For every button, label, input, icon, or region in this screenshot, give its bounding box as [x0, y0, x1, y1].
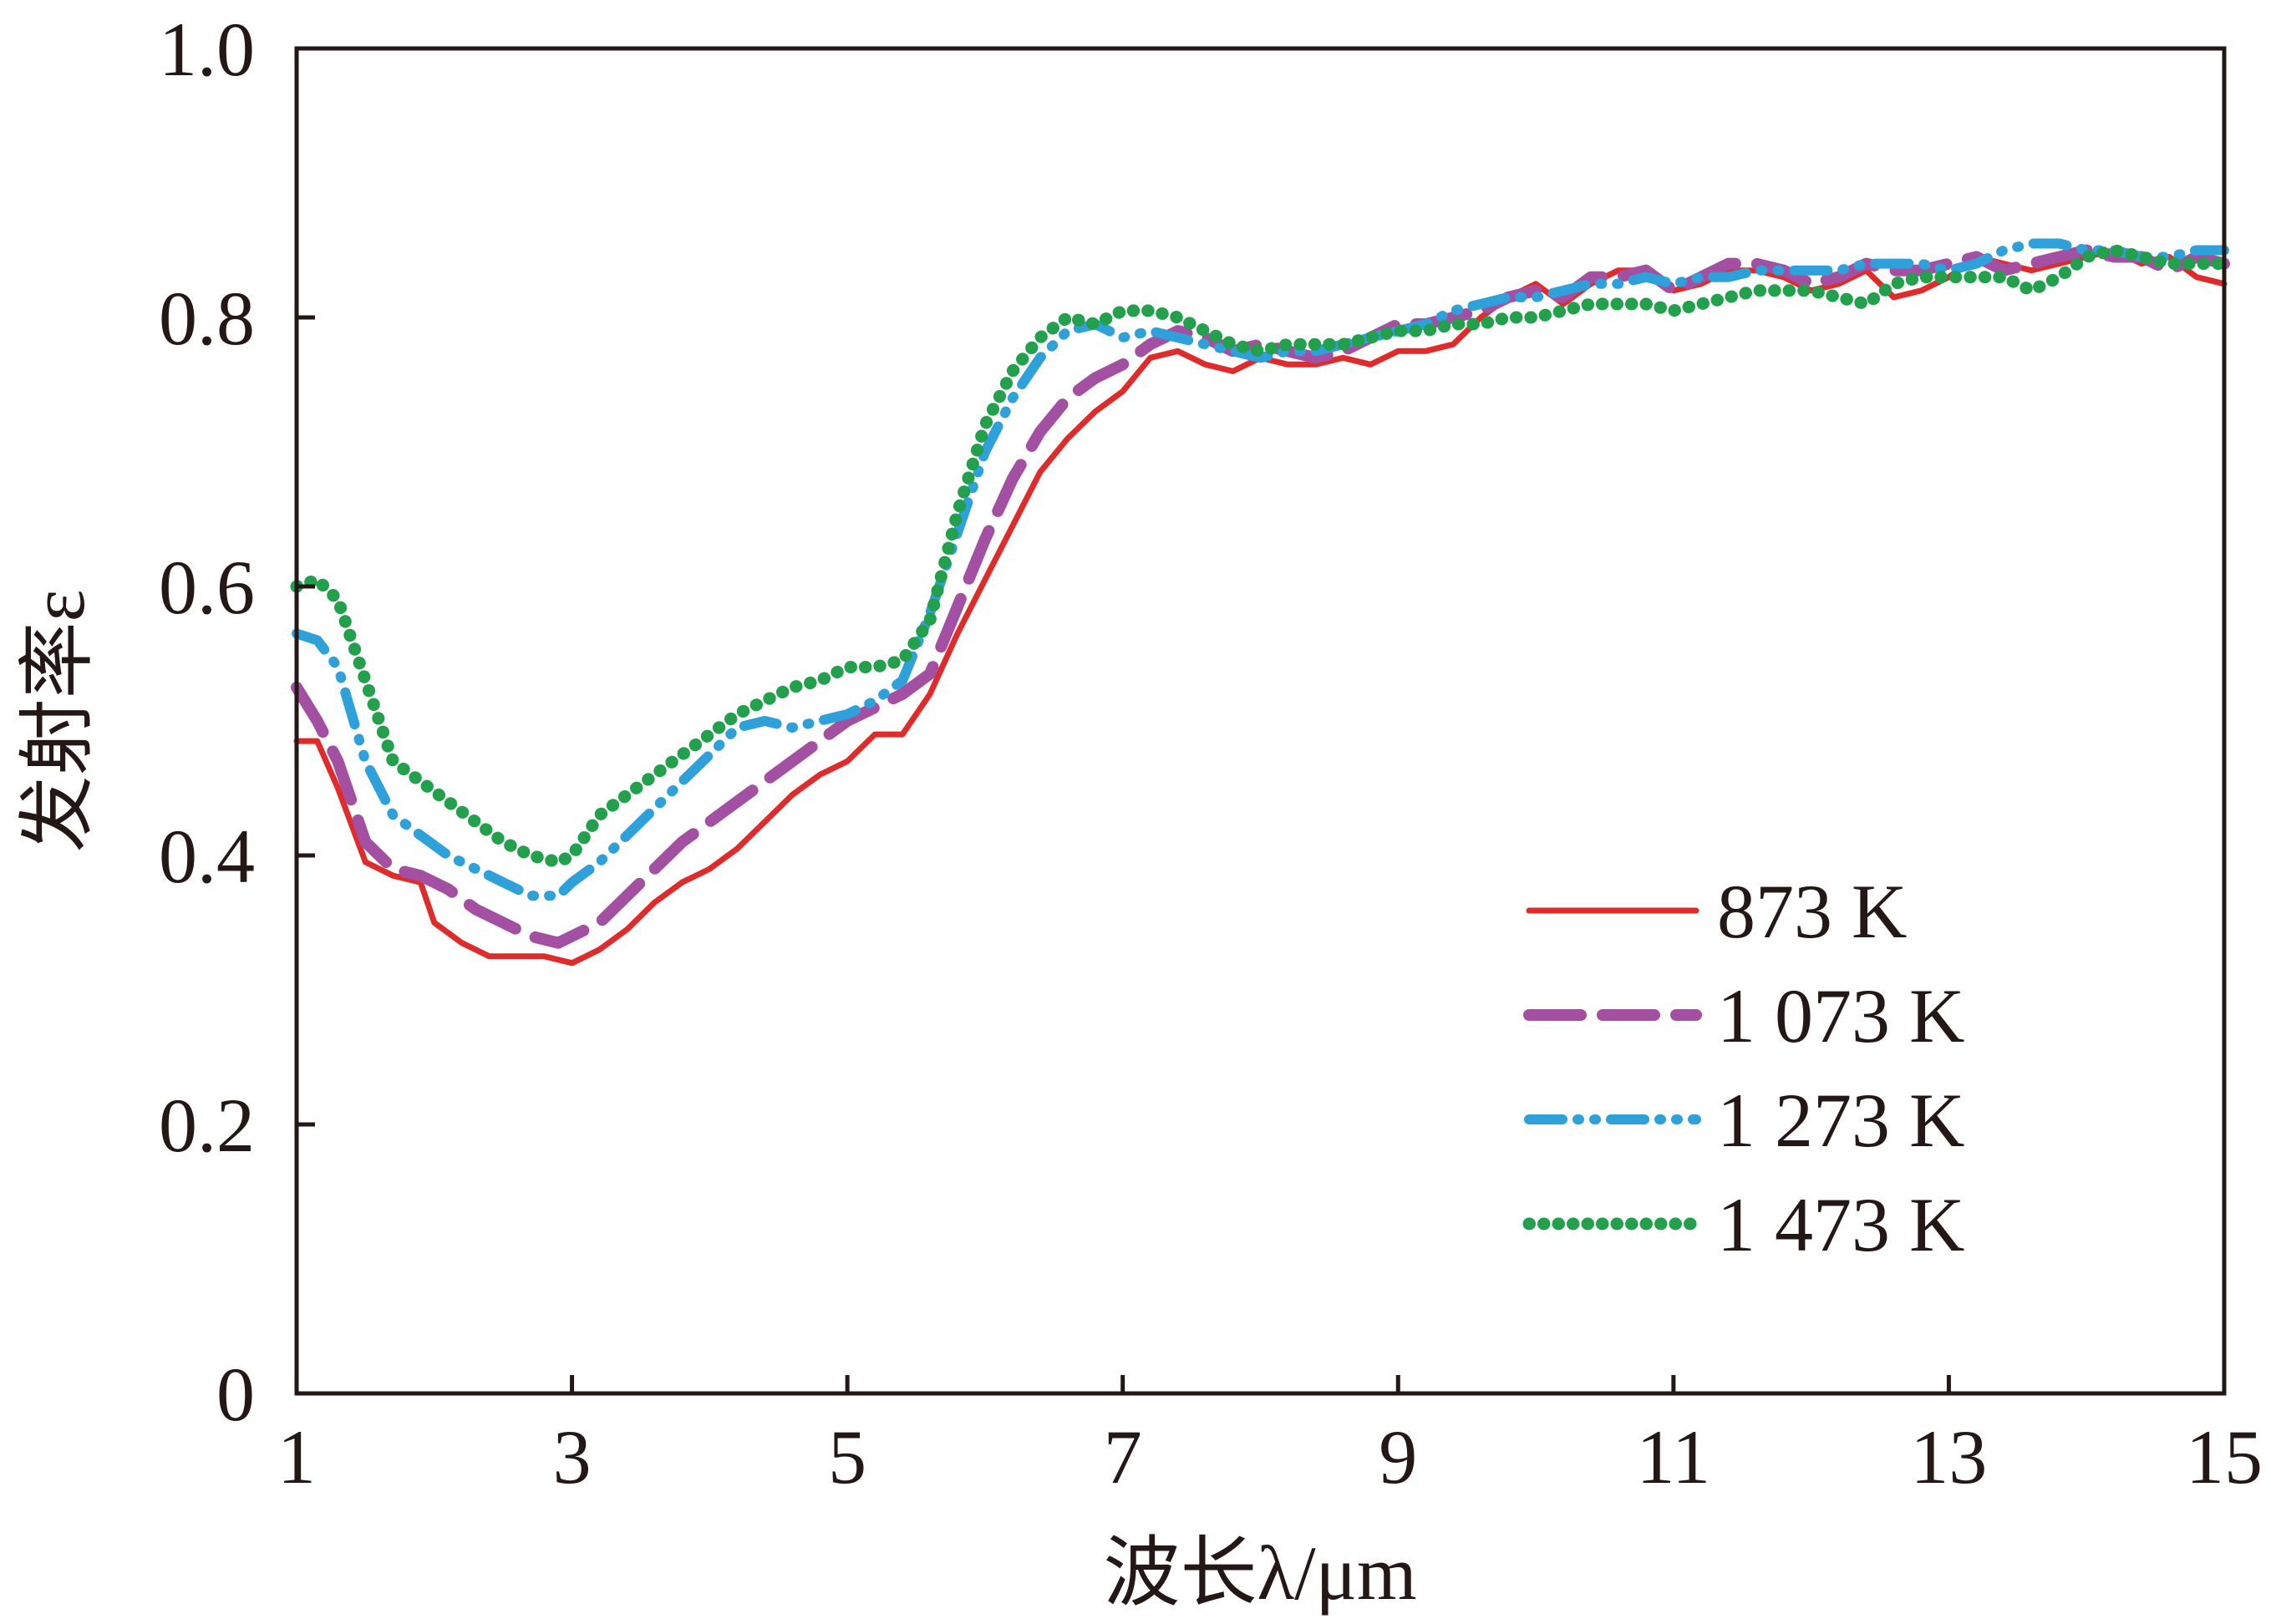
- series-line-3: [292, 238, 2229, 901]
- x-tick-label: 13: [1910, 1414, 1987, 1500]
- legend-label-1: 873 K: [1717, 869, 1907, 954]
- x-tick-label: 1: [277, 1414, 316, 1500]
- x-tick-label: 9: [1379, 1414, 1417, 1500]
- legend-label-3: 1 273 K: [1717, 1078, 1964, 1163]
- series-layer: [290, 238, 2231, 967]
- plot-frame: [294, 46, 2227, 1396]
- x-tick-label: 11: [1637, 1414, 1711, 1500]
- y-tick-label: 1.0: [159, 7, 255, 92]
- x-tick-label: 7: [1104, 1414, 1142, 1500]
- y-tick-label: 0.2: [159, 1083, 255, 1168]
- y-tick-label: 0.8: [159, 276, 255, 361]
- y-tick-label: 0.4: [159, 814, 255, 899]
- y-axis-title: 发射率ε: [15, 590, 100, 853]
- legend: 873 K 1 073 K 1 273 K 1 473 K: [1522, 869, 1964, 1267]
- x-tick-label: 15: [2186, 1414, 2263, 1500]
- x-axis-title: 波长λ/μm: [1103, 1530, 1416, 1616]
- x-tick-label: 3: [553, 1414, 592, 1500]
- ticks-layer: [294, 46, 2227, 1396]
- series-line-1: [293, 247, 2228, 967]
- y-tick-label: 0: [216, 1352, 255, 1437]
- legend-label-2: 1 073 K: [1717, 973, 1964, 1058]
- legend-label-4: 1 473 K: [1717, 1182, 1964, 1267]
- x-tick-label: 5: [828, 1414, 866, 1500]
- y-tick-label: 0.6: [159, 545, 255, 630]
- series-line-4: [290, 244, 2231, 869]
